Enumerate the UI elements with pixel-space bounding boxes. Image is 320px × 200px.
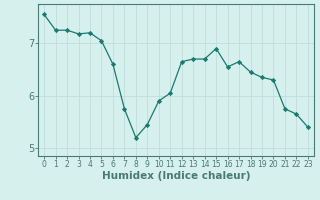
X-axis label: Humidex (Indice chaleur): Humidex (Indice chaleur) <box>102 171 250 181</box>
